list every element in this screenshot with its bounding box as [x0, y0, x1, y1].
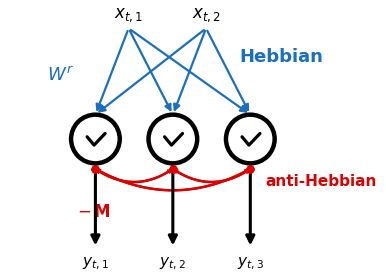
Text: $y_{t,1}$: $y_{t,1}$ [82, 255, 109, 272]
Text: anti-Hebbian: anti-Hebbian [266, 174, 377, 189]
Circle shape [149, 115, 197, 163]
Text: $W^{r}$: $W^{r}$ [47, 66, 74, 85]
Text: $y_{t,3}$: $y_{t,3}$ [237, 255, 264, 272]
Circle shape [71, 115, 120, 163]
Text: Hebbian: Hebbian [239, 48, 323, 66]
Text: $-\,\mathbf{M}$: $-\,\mathbf{M}$ [77, 204, 111, 221]
Text: $y_{t,2}$: $y_{t,2}$ [159, 255, 186, 272]
Circle shape [226, 115, 275, 163]
Text: $x_{t,1}$: $x_{t,1}$ [114, 7, 143, 24]
Text: $x_{t,2}$: $x_{t,2}$ [191, 7, 220, 24]
